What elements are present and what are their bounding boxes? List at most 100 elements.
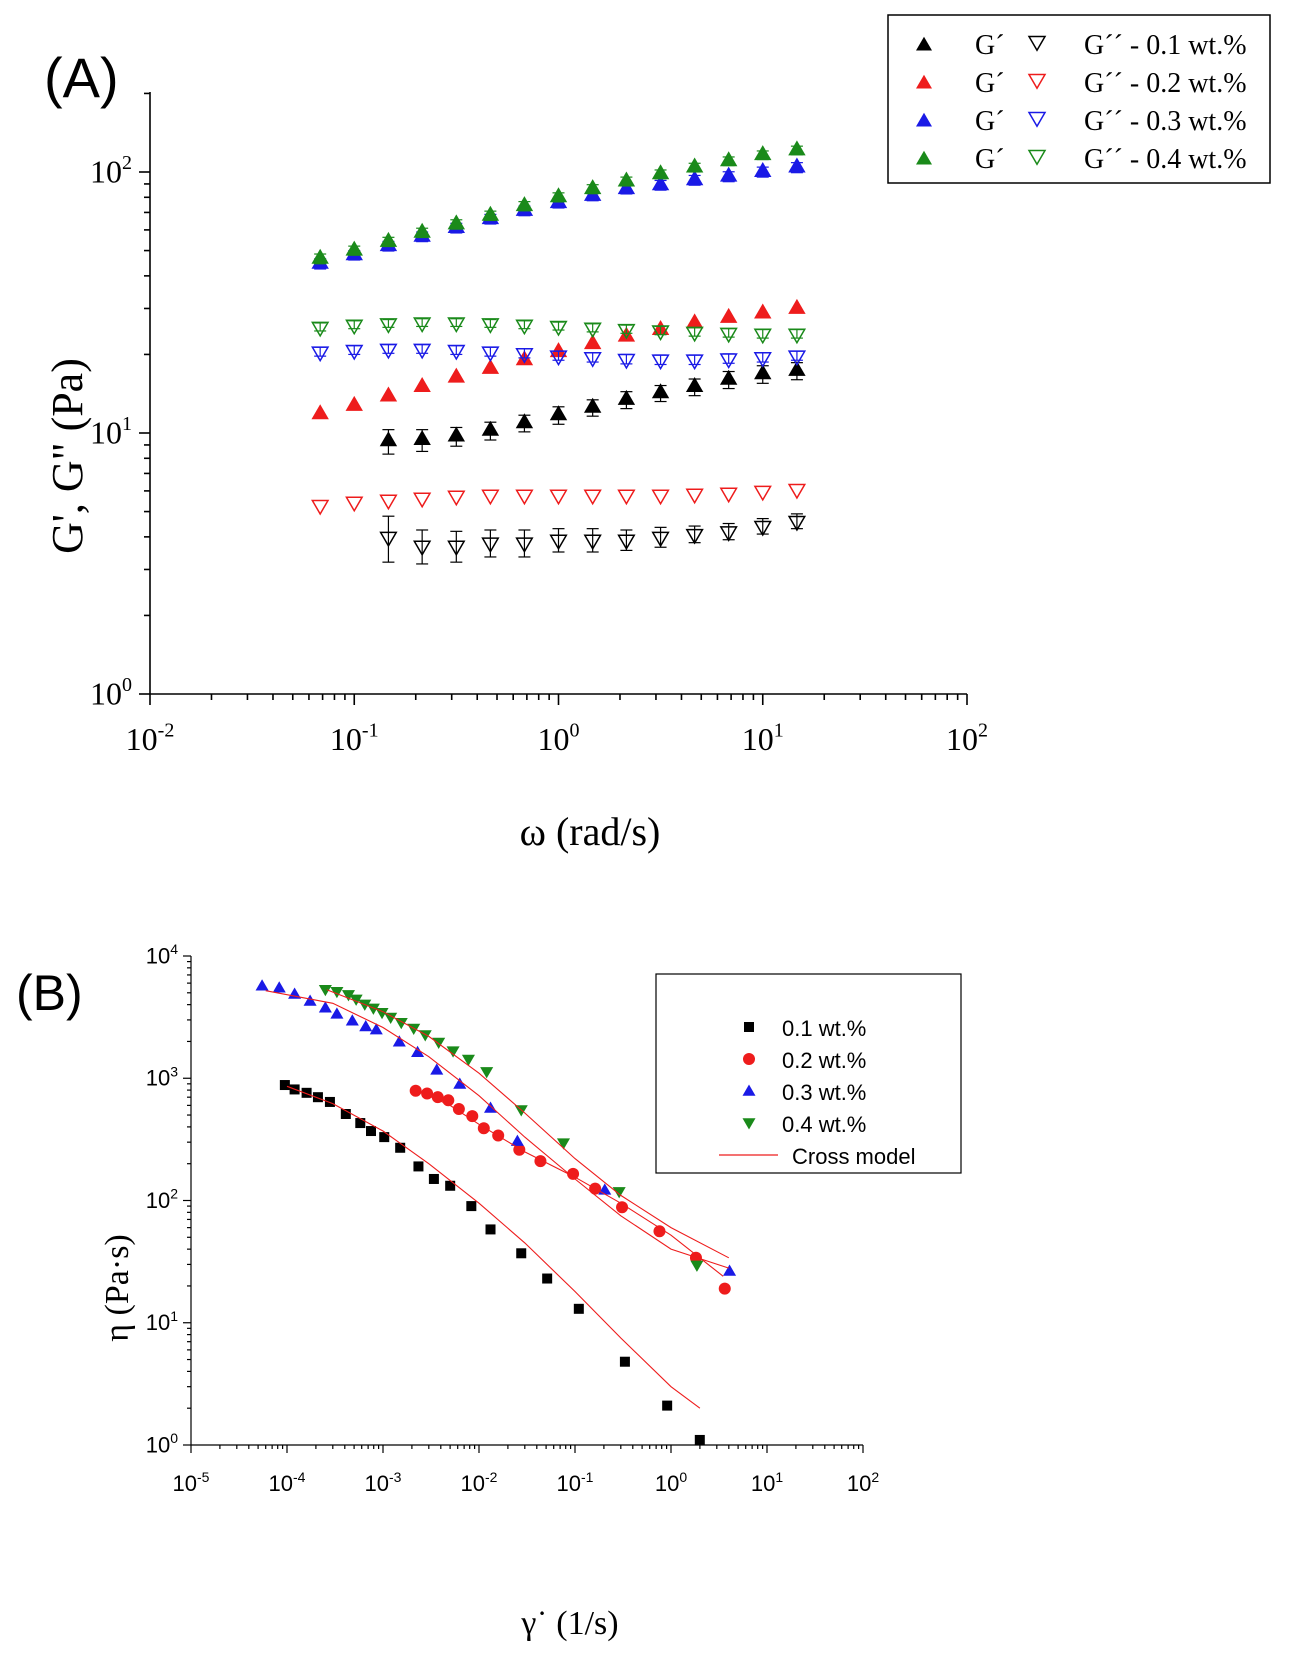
data-point-triangle-up: [318, 1001, 332, 1013]
g-prime-point: [754, 162, 772, 177]
y-tick-label: 103: [146, 1063, 178, 1090]
g-double-prime-point: [787, 350, 807, 367]
g-double-prime-point: [413, 343, 432, 360]
g-double-prime-point: [549, 350, 568, 367]
data-point-circle: [466, 1110, 479, 1123]
g-prime-point: [617, 179, 636, 195]
data-point-square: [619, 1356, 630, 1367]
g-double-prime-point: [311, 499, 330, 516]
g-double-prime-point: [379, 318, 398, 334]
g-double-prime-point: [379, 343, 398, 360]
data-point-square: [379, 1132, 390, 1143]
panel-b-legend-box: [655, 973, 962, 1174]
data-point-triangle-up: [369, 1023, 383, 1035]
y-tick-label: 104: [146, 941, 178, 968]
g-prime-point: [413, 377, 431, 393]
legend-a-gp-marker: [916, 36, 932, 51]
x-tick-label: 102: [847, 1469, 879, 1496]
legend-a-row-2: G´ G´´ - 0.3 wt.%: [916, 106, 1247, 137]
legend-a-gpp-label: G´´ - 0.2 wt.%: [1084, 68, 1247, 99]
g-double-prime-point: [447, 317, 466, 334]
legend-a-gp-marker: [916, 74, 932, 89]
legend-a-gpp-label: G´´ - 0.1 wt.%: [1084, 30, 1247, 61]
x-tick-label: 101: [751, 1469, 783, 1496]
g-double-prime-point: [481, 537, 500, 554]
g-double-prime-point: [719, 487, 738, 504]
data-point-circle: [567, 1167, 580, 1180]
g-double-prime-point: [651, 531, 670, 548]
data-point-square: [312, 1092, 323, 1103]
data-point-circle: [653, 1225, 666, 1238]
g-double-prime-point: [787, 483, 807, 500]
g-double-prime-point: [413, 540, 432, 557]
g-double-prime-point: [685, 488, 704, 505]
legend-a-gp-marker: [916, 112, 932, 127]
data-point-square: [445, 1180, 456, 1191]
data-point-triangle-down: [612, 1187, 626, 1199]
g-double-prime-point: [345, 496, 364, 513]
data-point-circle: [616, 1201, 629, 1214]
data-point-triangle-down: [461, 1054, 475, 1067]
panel-b-marks: [255, 979, 737, 1445]
x-tick-label: 100: [538, 720, 580, 757]
g-prime-point: [549, 405, 568, 421]
data-point-triangle-up: [723, 1264, 737, 1276]
g-double-prime-point: [549, 489, 568, 506]
g-double-prime-point: [379, 531, 398, 548]
g-double-prime-point: [753, 352, 772, 368]
y-tick-label: 101: [146, 1308, 178, 1335]
data-point-triangle-up: [330, 1007, 344, 1019]
g-double-prime-point: [787, 328, 807, 345]
legend-b-label: 0.1 wt.%: [782, 1016, 866, 1041]
g-prime-point: [583, 179, 602, 195]
legend-b-label: 0.3 wt.%: [782, 1080, 866, 1105]
g-double-prime-point: [481, 318, 500, 334]
data-point-circle: [452, 1103, 465, 1116]
data-point-triangle-down: [330, 986, 344, 999]
g-double-prime-point: [515, 489, 534, 506]
g-prime-point: [651, 175, 670, 191]
g-prime-point: [583, 397, 602, 413]
data-point-square: [662, 1400, 673, 1411]
g-prime-point: [754, 145, 772, 161]
data-point-square: [279, 1080, 290, 1091]
g-prime-point: [754, 303, 772, 319]
g-prime-point: [549, 187, 568, 203]
g-double-prime-point: [719, 327, 738, 344]
g-double-prime-point: [617, 353, 636, 370]
g-double-prime-point: [447, 540, 466, 557]
g-double-prime-point: [345, 319, 364, 336]
g-double-prime-point: [685, 354, 704, 371]
g-double-prime-point: [515, 319, 534, 336]
data-point-circle: [718, 1282, 731, 1295]
data-point-triangle-down: [514, 1105, 528, 1117]
g-prime-point: [481, 205, 500, 221]
g-prime-point: [685, 313, 704, 329]
g-prime-point: [754, 364, 772, 380]
data-point-square: [355, 1118, 366, 1129]
data-point-triangle-down: [394, 1017, 408, 1030]
g-prime-point: [685, 157, 704, 173]
data-point-square: [366, 1126, 377, 1137]
data-point-square: [301, 1087, 312, 1098]
legend-a-gp-marker: [916, 150, 932, 165]
data-point-triangle-up: [255, 979, 269, 991]
g-prime-point: [413, 430, 431, 446]
g-prime-point: [651, 383, 670, 399]
y-tick-label: 101: [90, 413, 132, 450]
x-tick-label: 10-1: [330, 720, 379, 757]
g-double-prime-point: [753, 485, 772, 502]
g-double-prime-point: [753, 520, 772, 537]
panel-a-xlabel: ω (rad/s): [520, 809, 661, 854]
panel-a-legend-box: [887, 14, 1271, 184]
data-point-triangle-down: [480, 1067, 494, 1079]
x-tick-label: 102: [946, 720, 988, 757]
g-prime-point: [413, 222, 431, 238]
panel-b-ylabel: η (Pa·s): [99, 1234, 136, 1341]
g-double-prime-point: [413, 317, 432, 334]
g-prime-point: [549, 342, 568, 358]
g-double-prime-point: [651, 489, 670, 506]
legend-a-gpp-label: G´´ - 0.3 wt.%: [1084, 106, 1247, 137]
g-prime-point: [719, 369, 738, 385]
g-double-prime-point: [685, 528, 704, 545]
